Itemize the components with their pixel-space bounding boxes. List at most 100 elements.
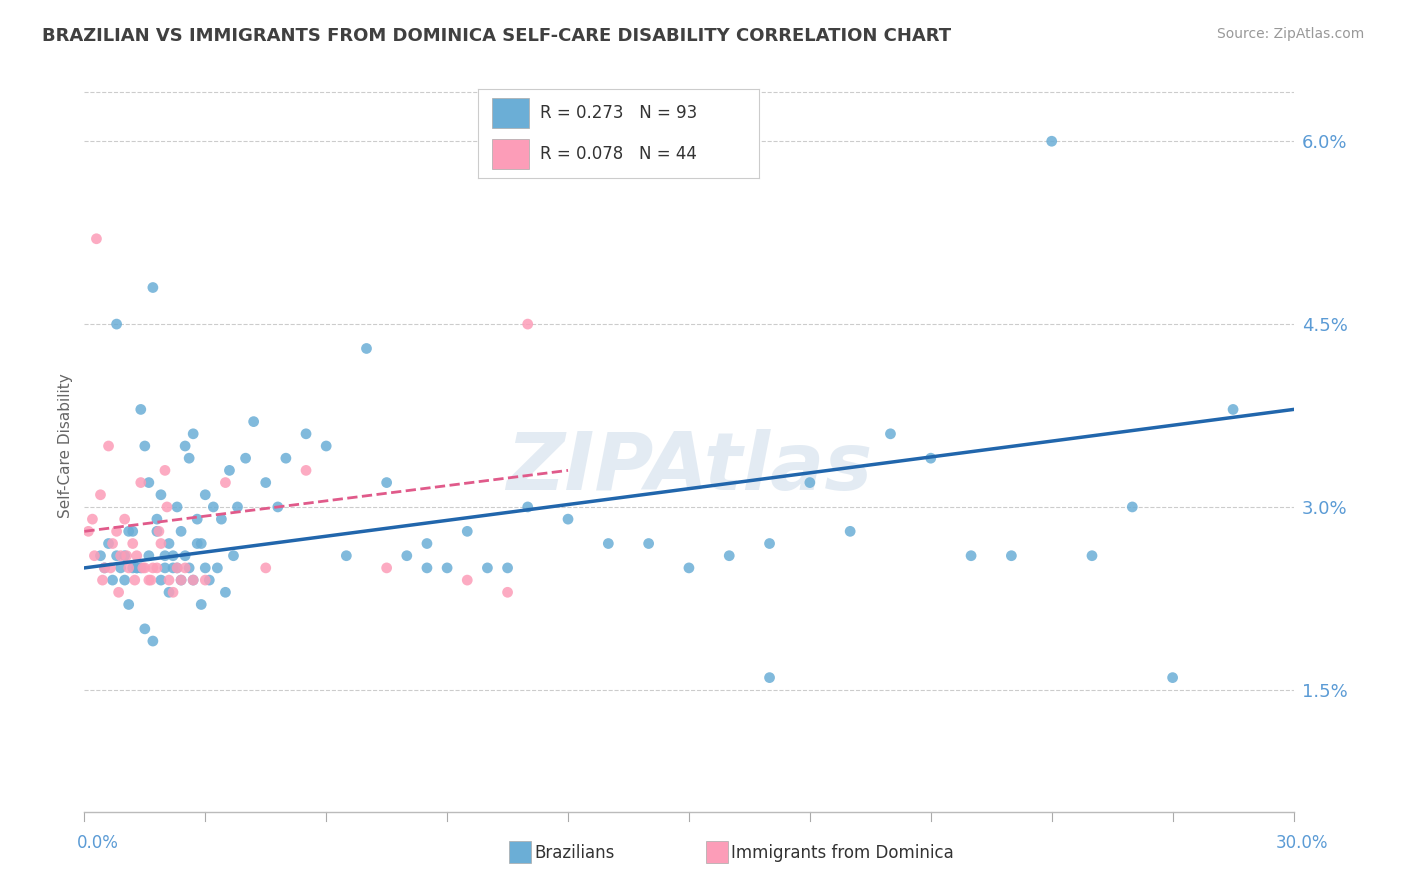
Point: [170, 573, 193, 587]
Point: [142, 561, 165, 575]
Point: [134, 561, 156, 575]
Point: [125, 561, 148, 575]
Point: [207, 561, 229, 575]
Point: [242, 415, 264, 429]
Point: [920, 451, 942, 466]
Point: [149, 488, 172, 502]
Point: [97, 439, 120, 453]
Point: [166, 561, 188, 575]
Point: [1040, 134, 1063, 148]
Point: [170, 524, 193, 539]
Point: [516, 500, 538, 514]
Point: [356, 342, 378, 356]
Point: [125, 549, 148, 563]
Point: [166, 561, 188, 575]
Point: [107, 585, 129, 599]
Point: [496, 561, 519, 575]
Text: Immigrants from Dominica: Immigrants from Dominica: [731, 844, 953, 862]
Point: [254, 475, 277, 490]
Point: [436, 561, 458, 575]
Point: [142, 280, 165, 294]
Point: [138, 475, 160, 490]
Point: [181, 426, 204, 441]
Point: [124, 573, 146, 587]
Text: BRAZILIAN VS IMMIGRANTS FROM DOMINICA SELF-CARE DISABILITY CORRELATION CHART: BRAZILIAN VS IMMIGRANTS FROM DOMINICA SE…: [42, 27, 952, 45]
Point: [105, 317, 128, 331]
Point: [839, 524, 862, 539]
Point: [134, 439, 156, 453]
Point: [146, 512, 169, 526]
Point: [157, 573, 180, 587]
Point: [105, 524, 128, 539]
Text: 30.0%: 30.0%: [1277, 834, 1329, 852]
Point: [718, 549, 741, 563]
Point: [190, 598, 212, 612]
Point: [129, 475, 152, 490]
Point: [274, 451, 297, 466]
Point: [129, 561, 152, 575]
Point: [456, 573, 478, 587]
Point: [267, 500, 290, 514]
Point: [162, 585, 184, 599]
Point: [156, 500, 179, 514]
Point: [198, 573, 221, 587]
Point: [149, 573, 172, 587]
Point: [1121, 500, 1143, 514]
Point: [235, 451, 257, 466]
Y-axis label: Self-Care Disability: Self-Care Disability: [58, 374, 73, 518]
Point: [157, 536, 180, 550]
Point: [82, 512, 104, 526]
Point: [879, 426, 901, 441]
Point: [202, 500, 225, 514]
Point: [375, 561, 398, 575]
Point: [148, 524, 170, 539]
Point: [157, 585, 180, 599]
Point: [960, 549, 983, 563]
Point: [125, 561, 148, 575]
Point: [166, 500, 188, 514]
Point: [89, 488, 111, 502]
Point: [209, 512, 232, 526]
Point: [194, 573, 217, 587]
Point: [153, 561, 176, 575]
Point: [162, 561, 184, 575]
Point: [295, 463, 318, 477]
Point: [456, 524, 478, 539]
Point: [86, 232, 108, 246]
Point: [115, 549, 138, 563]
Point: [395, 549, 418, 563]
Point: [105, 549, 128, 563]
Point: [194, 561, 217, 575]
Point: [477, 561, 499, 575]
Point: [190, 536, 212, 550]
Point: [93, 561, 115, 575]
Point: [118, 561, 141, 575]
Point: [83, 549, 105, 563]
Point: [101, 573, 124, 587]
Point: [121, 536, 143, 550]
Point: [335, 549, 357, 563]
Point: [1000, 549, 1022, 563]
Text: R = 0.078   N = 44: R = 0.078 N = 44: [540, 145, 697, 163]
Point: [129, 402, 152, 417]
Point: [118, 524, 141, 539]
Point: [315, 439, 337, 453]
Point: [118, 598, 141, 612]
Point: [91, 573, 114, 587]
Point: [226, 500, 249, 514]
Text: R = 0.273   N = 93: R = 0.273 N = 93: [540, 104, 697, 122]
FancyBboxPatch shape: [492, 98, 529, 128]
Point: [516, 317, 538, 331]
Point: [138, 549, 160, 563]
Point: [214, 585, 236, 599]
Point: [149, 536, 172, 550]
Point: [181, 573, 204, 587]
Point: [179, 561, 201, 575]
Point: [557, 512, 579, 526]
Point: [186, 512, 208, 526]
Point: [174, 549, 197, 563]
Point: [179, 451, 201, 466]
Point: [214, 475, 236, 490]
Point: [1222, 402, 1244, 417]
Point: [174, 561, 197, 575]
